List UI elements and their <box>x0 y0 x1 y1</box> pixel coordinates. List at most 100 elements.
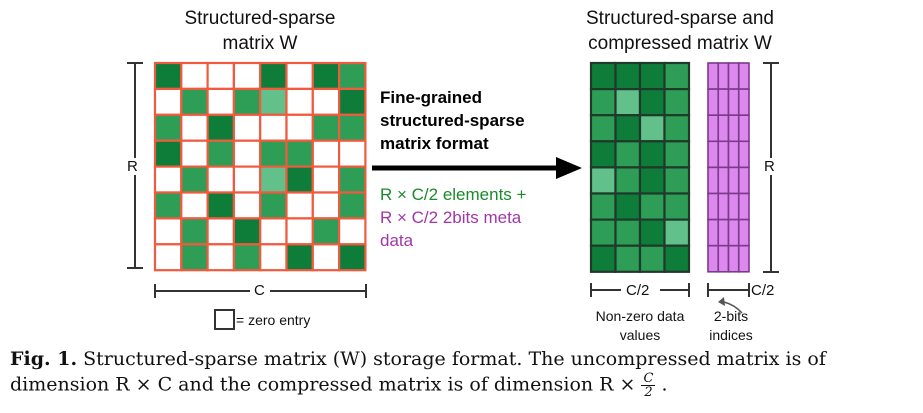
right-title-line-2: compressed matrix W <box>588 33 772 54</box>
zero-cell <box>232 113 262 142</box>
c-half-dimension-bracket <box>590 283 690 297</box>
value-cell <box>663 114 691 143</box>
index-cell <box>727 166 740 195</box>
value-cell <box>589 244 617 273</box>
zero-cell <box>285 191 314 220</box>
nonzero-cell <box>153 113 183 142</box>
index-cell <box>727 244 740 273</box>
indices-caption: 2-bits indices <box>698 307 764 345</box>
zero-entry-legend-swatch <box>214 309 235 330</box>
index-cell <box>717 192 730 221</box>
index-cell <box>737 166 750 195</box>
nonzero-cell <box>180 243 209 272</box>
zero-cell <box>153 165 183 194</box>
index-cell <box>707 62 720 90</box>
value-cell <box>638 114 666 143</box>
index-cell <box>717 244 730 273</box>
nonzero-cell <box>311 61 341 90</box>
nonzero-cell <box>180 217 209 246</box>
zero-cell <box>206 243 236 272</box>
index-cell <box>707 114 720 143</box>
value-cell <box>638 244 666 273</box>
value-cell <box>614 140 642 169</box>
caption-fraction: C 2 <box>641 371 656 400</box>
zero-cell <box>180 191 209 220</box>
nonzero-cell <box>259 165 288 194</box>
value-cell <box>614 192 642 221</box>
index-cell <box>737 62 750 90</box>
zero-cell <box>180 113 209 142</box>
c-label: C <box>254 282 265 299</box>
index-cell <box>707 140 720 169</box>
zero-entry-legend-label: = zero entry <box>236 312 311 328</box>
zero-cell <box>338 139 367 168</box>
nonzero-cell <box>259 61 288 90</box>
index-cell <box>727 192 740 221</box>
zero-cell <box>259 243 288 272</box>
nonzero-cell <box>285 165 314 194</box>
values-caption: Non-zero data values <box>580 307 700 345</box>
index-cell <box>707 192 720 221</box>
index-cell <box>707 244 720 273</box>
values-caption-line-2: values <box>619 327 661 343</box>
value-cell <box>638 166 666 195</box>
left-title-line-1: Structured-sparse <box>184 8 336 29</box>
nonzero-cell <box>153 191 183 220</box>
zero-cell <box>153 217 183 246</box>
value-cell <box>589 140 617 169</box>
index-cell <box>717 114 730 143</box>
zero-cell <box>232 139 262 168</box>
index-cell <box>717 88 730 116</box>
index-cell <box>707 218 720 247</box>
fraction-denominator: 2 <box>644 385 653 400</box>
value-cell <box>589 166 617 195</box>
zero-cell <box>311 165 341 194</box>
meta-line-2: data <box>380 231 414 250</box>
value-cell <box>638 192 666 221</box>
sparse-matrix-grid <box>153 61 367 272</box>
index-cell <box>737 140 750 169</box>
nonzero-cell <box>338 243 367 272</box>
zero-cell <box>311 139 341 168</box>
nonzero-cell <box>338 191 367 220</box>
fraction-numerator: C <box>641 371 656 386</box>
value-cell <box>589 87 617 117</box>
index-cell <box>737 114 750 143</box>
zero-cell <box>311 243 341 272</box>
value-cell <box>663 140 691 169</box>
meta-label: R × C/2 2bits meta data <box>380 206 580 252</box>
index-cell <box>727 114 740 143</box>
value-cell <box>663 192 691 221</box>
meta-line-1: R × C/2 2bits meta <box>380 208 522 227</box>
format-line-3: matrix format <box>380 134 489 153</box>
nonzero-cell <box>338 87 367 116</box>
zero-cell <box>206 61 236 90</box>
right-title-line-1: Structured-sparse and <box>586 8 774 29</box>
zero-cell <box>180 139 209 168</box>
indices-grid <box>707 62 750 273</box>
nonzero-cell <box>338 113 367 142</box>
indices-c-half-label: C/2 <box>751 282 775 299</box>
nonzero-cell <box>338 61 367 90</box>
index-cell <box>717 62 730 90</box>
indices-caption-line-2: indices <box>709 327 753 343</box>
nonzero-cell <box>180 165 209 194</box>
value-cell <box>638 87 666 117</box>
caption-end: . <box>661 373 668 396</box>
nonzero-cell <box>259 87 288 116</box>
value-cell <box>614 166 642 195</box>
compressed-values-grid <box>589 61 691 273</box>
format-line-2: structured-sparse <box>380 111 525 130</box>
value-cell <box>638 218 666 247</box>
value-cell <box>614 87 642 117</box>
zero-cell <box>338 217 367 246</box>
values-caption-line-1: Non-zero data <box>595 308 685 324</box>
index-cell <box>737 244 750 273</box>
nonzero-cell <box>338 165 367 194</box>
value-cell <box>589 61 617 91</box>
index-cell <box>717 140 730 169</box>
zero-cell <box>311 191 341 220</box>
nonzero-cell <box>311 217 341 246</box>
figure-number: Fig. 1. <box>10 348 78 370</box>
